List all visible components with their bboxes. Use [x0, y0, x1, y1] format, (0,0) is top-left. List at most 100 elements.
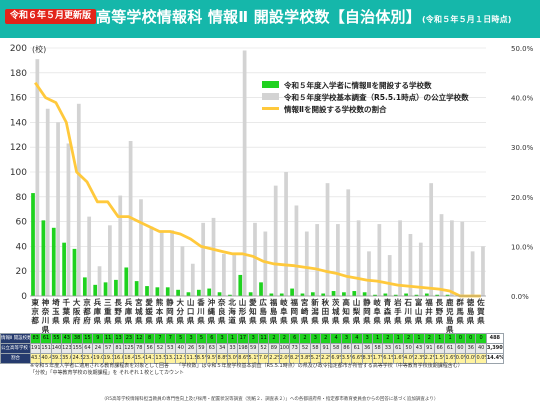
- table-cell: 9: [92, 333, 104, 344]
- x-tick-label: 佐賀県: [476, 297, 485, 325]
- table-cell: 58: [330, 343, 342, 354]
- table-cell: 8.2%: [288, 353, 301, 364]
- table-cell: 11: [102, 333, 114, 344]
- bar-open-count: [145, 286, 149, 296]
- bar-open-count: [31, 193, 35, 296]
- x-tick-label: 大分県: [177, 297, 185, 325]
- bar-school-count: [66, 143, 71, 296]
- table-cell: 59: [195, 343, 208, 354]
- bar-open-count: [165, 287, 170, 296]
- x-tick-label: 福岡県: [290, 297, 299, 325]
- table-cell: 3.5%: [340, 353, 353, 364]
- bar-school-count: [56, 122, 60, 297]
- table-cell: 58: [371, 343, 384, 354]
- update-badge: 令和６年５月更新版: [5, 9, 97, 24]
- table-cell: 33: [382, 343, 394, 354]
- bar-open-count: [259, 282, 263, 296]
- table-cell: 1: [371, 333, 384, 344]
- x-tick-label: 富山県: [415, 297, 423, 325]
- bar-open-count: [176, 289, 180, 296]
- bar-open-count: [62, 242, 66, 296]
- x-tick-label: 群馬県: [455, 297, 464, 325]
- bar-school-count: [429, 183, 434, 296]
- bar-open-count: [93, 284, 98, 296]
- bar-school-count: [149, 226, 154, 296]
- table-cell: 61: [40, 333, 52, 344]
- table-cell: 13.2%: [164, 353, 177, 364]
- table-cell: 89: [268, 343, 280, 354]
- table-cell: 8.5%: [195, 353, 208, 364]
- table-cell: 1: [392, 333, 404, 344]
- row-label: 公立高等学校 学校数(R5): [0, 343, 31, 354]
- table-cell: 23.4%: [81, 353, 94, 364]
- x-tick-label: 三重県: [104, 298, 112, 325]
- table-cell: 3.8%: [299, 353, 311, 364]
- table-cell: 2: [423, 333, 436, 344]
- bar-school-count: [315, 224, 320, 296]
- y-tick-label: 60: [16, 218, 28, 228]
- table-cell: 53: [164, 343, 177, 354]
- y-tick-label: 80: [16, 193, 28, 203]
- table-cell: 1.6%: [392, 353, 404, 364]
- bar-open-count: [124, 267, 129, 296]
- table-cell: 73: [288, 343, 301, 354]
- table-cell: 8.3%: [361, 353, 373, 364]
- page-title-date: (令和５年５月１日時点): [421, 15, 512, 24]
- table-cell: 2.2%: [320, 353, 332, 364]
- table-cell: 3: [309, 333, 322, 344]
- y-tick-label: 40: [16, 242, 28, 252]
- legend-swatch: [262, 93, 279, 100]
- y-unit-label: (校): [32, 44, 46, 54]
- table-cell: 2: [278, 333, 291, 344]
- table-cell: 24: [92, 343, 104, 354]
- y-tick-label: 160: [10, 94, 27, 104]
- table-cell: 7.0%: [257, 353, 270, 364]
- bar-open-count: [404, 293, 408, 296]
- bar-open-count: [82, 277, 87, 296]
- table-cell: 9.5%: [206, 353, 218, 364]
- bar-school-count: [273, 185, 278, 296]
- table-cell: 50: [402, 343, 415, 354]
- x-tick-label: 徳島県: [466, 297, 475, 325]
- table-cell: 78: [133, 343, 145, 354]
- bar-open-count: [207, 288, 212, 296]
- table-cell: 3: [216, 333, 228, 344]
- bar-open-count: [331, 291, 336, 296]
- y2-tick-label: 0.0%: [511, 293, 529, 301]
- table-cell: 5: [175, 333, 187, 344]
- x-tick-label: 石川県: [404, 298, 413, 325]
- table-cell: 7: [164, 333, 177, 344]
- bar-open-count: [279, 293, 284, 296]
- x-tick-label: 奈良県: [217, 297, 226, 325]
- page-title-text: 高等学校情報科 情報Ⅱ 開設学校数【自治体別】: [96, 8, 421, 26]
- bar-open-count: [114, 279, 118, 296]
- table-cell: 2.3%: [413, 353, 425, 364]
- table-cell: 6.6%: [351, 353, 363, 364]
- table-cell: 0: [454, 333, 467, 344]
- bar-school-count: [45, 108, 50, 296]
- bar-school-count: [439, 214, 444, 296]
- table-cell: 35.0%: [61, 353, 73, 364]
- bar-open-count: [155, 287, 160, 296]
- table-cell: 13.5%: [154, 353, 166, 364]
- table-cell: 6.9%: [330, 353, 342, 364]
- bar-open-count: [310, 292, 315, 296]
- table-cell: 4.0%: [402, 353, 415, 364]
- bar-open-count: [134, 281, 139, 296]
- table-cell: 0: [475, 333, 487, 344]
- x-tick-label: 福井県: [424, 297, 433, 325]
- table-cell: 18.4%: [123, 353, 135, 364]
- y-tick-label: 120: [10, 143, 27, 153]
- x-tick-label: 北海道: [228, 297, 236, 325]
- table-cell: 2: [268, 333, 280, 344]
- table-cell: 3: [185, 333, 197, 344]
- bar-school-count: [398, 220, 402, 296]
- x-tick-label: 山口県: [187, 297, 195, 325]
- table-cell: 19.0%: [92, 353, 104, 364]
- data-table: 情報Ⅱ 開設校数 83 61 55 43 38 15 9 11 13 23 12 8 7 7 5 3 5 6 3 1 17…: [0, 333, 504, 364]
- table-cell: 52: [257, 343, 270, 354]
- bar-school-count: [253, 222, 257, 296]
- table-cell: 33: [226, 343, 239, 354]
- x-tick-label: 埼玉県: [52, 297, 60, 325]
- x-tick-label: 香川県: [196, 297, 205, 325]
